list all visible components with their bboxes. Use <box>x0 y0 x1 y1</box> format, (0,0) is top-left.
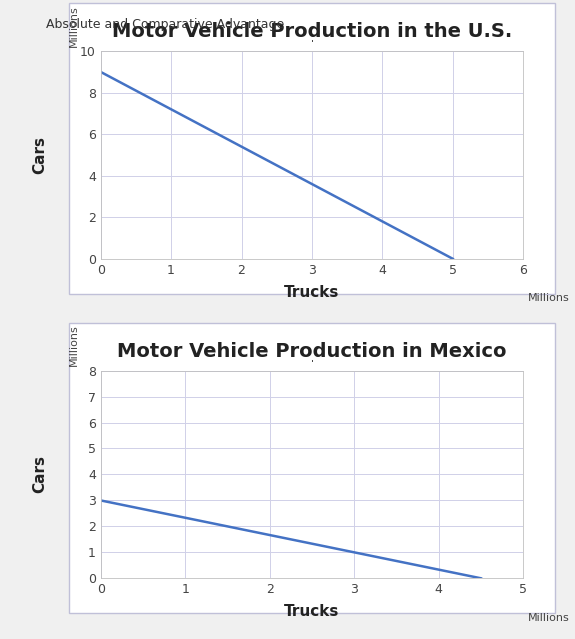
Text: Cars: Cars <box>32 136 47 174</box>
Title: Motor Vehicle Production in Mexico: Motor Vehicle Production in Mexico <box>117 342 507 361</box>
X-axis label: Trucks: Trucks <box>284 285 340 300</box>
Text: Cars: Cars <box>32 456 47 493</box>
Text: Millions: Millions <box>527 293 569 303</box>
Text: Millions: Millions <box>69 325 79 366</box>
Title: Motor Vehicle Production in the U.S.: Motor Vehicle Production in the U.S. <box>112 22 512 42</box>
Text: Millions: Millions <box>527 613 569 622</box>
Text: Absolute and Comparative Advantage: Absolute and Comparative Advantage <box>46 18 284 31</box>
Text: Millions: Millions <box>69 5 79 47</box>
X-axis label: Trucks: Trucks <box>284 604 340 619</box>
